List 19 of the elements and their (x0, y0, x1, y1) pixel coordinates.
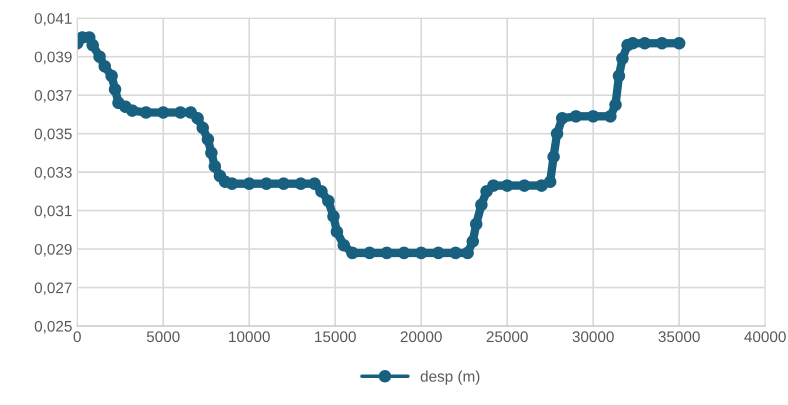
x-tick-label: 5000 (146, 331, 180, 342)
y-tick-label: 0,041 (34, 13, 72, 26)
y-tick-label: 0,029 (34, 244, 72, 257)
y-tick-label: 0,033 (34, 166, 72, 180)
x-tick-label: 0 (74, 331, 81, 342)
y-tick-label: 0,031 (34, 205, 72, 218)
x-tick-label: 35000 (658, 331, 700, 342)
y-tick-label: 0,037 (34, 90, 72, 103)
x-tick-label: 25000 (486, 331, 528, 342)
x-tick-label: 20000 (400, 331, 442, 342)
legend-label: desp (m) (420, 370, 480, 385)
y-tick-label: 0,035 (34, 128, 72, 142)
y-tick-label: 0,027 (34, 282, 72, 296)
x-tick-label: 30000 (572, 331, 614, 342)
y-tick-label: 0,039 (34, 52, 72, 64)
y-tick-label: 0,025 (34, 320, 72, 334)
x-tick-label: 15000 (315, 331, 356, 342)
x-tick-label: 10000 (229, 331, 270, 342)
x-tick-label: 40000 (744, 331, 786, 342)
